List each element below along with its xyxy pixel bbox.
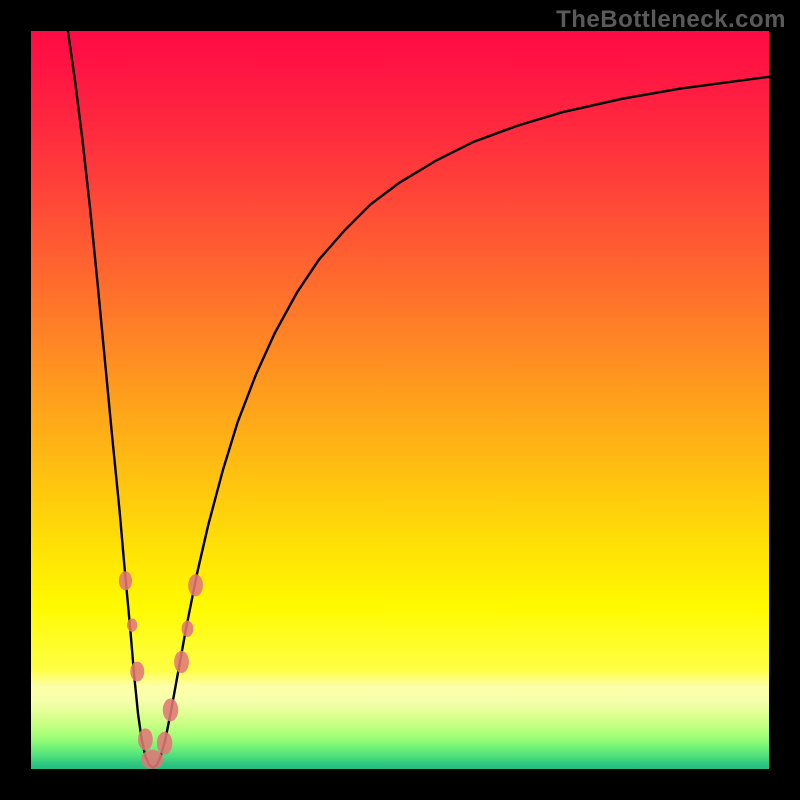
bottleneck-curve	[68, 31, 769, 768]
chart-container: TheBottleneck.com	[0, 0, 800, 800]
data-marker	[130, 662, 144, 682]
curve-layer	[31, 31, 769, 769]
data-marker	[157, 732, 172, 755]
data-marker	[119, 571, 132, 590]
plot-area	[31, 31, 769, 769]
data-marker	[141, 750, 163, 769]
data-marker	[188, 574, 203, 596]
data-marker	[163, 699, 178, 722]
watermark-text: TheBottleneck.com	[556, 6, 786, 34]
data-marker	[174, 651, 189, 673]
data-marker	[127, 618, 137, 631]
data-markers	[119, 571, 203, 769]
data-marker	[182, 621, 194, 637]
data-marker	[138, 728, 153, 750]
